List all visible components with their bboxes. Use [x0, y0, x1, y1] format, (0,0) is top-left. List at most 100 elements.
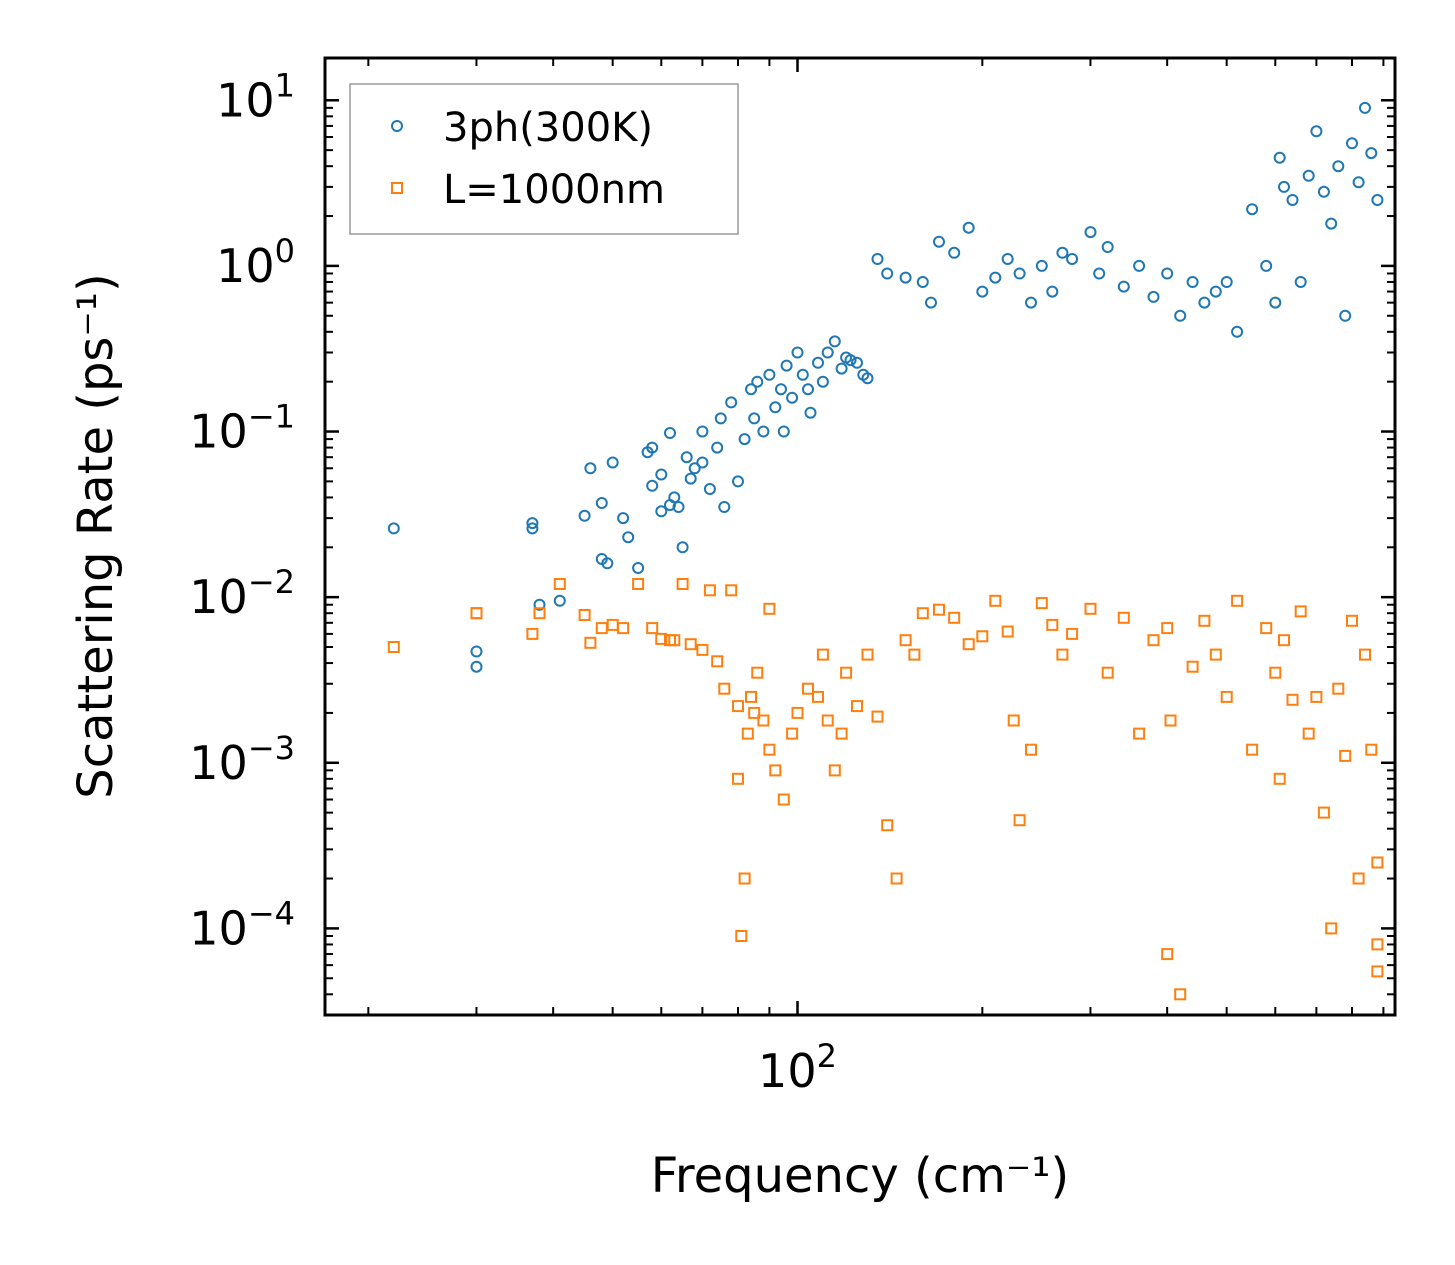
point-l1000nm [1161, 948, 1174, 961]
point-l1000nm [703, 584, 716, 597]
point-3ph [732, 475, 744, 488]
point-3ph [802, 383, 814, 396]
point-3ph [655, 468, 668, 481]
x-tick-label: 102 [758, 1037, 837, 1098]
point-3ph [584, 462, 597, 475]
point-l1000nm [1231, 594, 1244, 607]
point-3ph [714, 412, 727, 425]
y-axis-label: Scattering Rate (ps⁻¹) [68, 273, 124, 799]
point-3ph [738, 433, 751, 446]
point-l1000nm [578, 609, 591, 621]
point-l1000nm [1294, 605, 1307, 618]
point-l1000nm [751, 666, 764, 679]
point-3ph [617, 512, 630, 525]
point-3ph [745, 383, 757, 396]
point-l1000nm [1220, 690, 1233, 703]
point-3ph [595, 497, 608, 509]
point-3ph [1278, 180, 1290, 193]
point-l1000nm [791, 706, 804, 719]
legend-marker-l1000nm [391, 182, 403, 194]
point-3ph [696, 456, 709, 469]
point-3ph [1147, 290, 1160, 303]
point-3ph [1066, 253, 1079, 265]
point-3ph [751, 375, 764, 388]
point-3ph [1352, 176, 1365, 189]
point-l1000nm [1269, 666, 1282, 679]
point-3ph [387, 522, 400, 535]
point-3ph [688, 462, 701, 475]
point-l1000nm [916, 607, 929, 620]
point-l1000nm [1133, 727, 1146, 740]
point-l1000nm [1273, 772, 1286, 785]
point-3ph [1346, 137, 1358, 150]
point-l1000nm [835, 727, 848, 740]
point-l1000nm [1198, 614, 1211, 627]
point-l1000nm [732, 700, 744, 713]
tick-labels: 102 101 100 10−1 10−2 10−3 10−4 [189, 66, 837, 1098]
point-l1000nm [735, 930, 748, 942]
point-l1000nm [1246, 743, 1259, 756]
point-3ph [791, 346, 804, 359]
point-3ph [1056, 246, 1069, 259]
point-3ph [1302, 169, 1315, 182]
point-l1000nm [1317, 806, 1330, 819]
point-l1000nm [840, 666, 853, 679]
point-l1000nm [851, 700, 863, 713]
point-3ph [672, 501, 685, 513]
point-l1000nm [617, 622, 630, 635]
point-3ph [962, 221, 975, 234]
point-3ph [1093, 267, 1106, 280]
point-l1000nm [1365, 743, 1378, 756]
point-l1000nm [1352, 872, 1365, 885]
point-3ph [1325, 217, 1338, 230]
point-3ph [1286, 194, 1299, 206]
point-3ph [470, 660, 483, 673]
point-l1000nm [1025, 743, 1037, 756]
point-3ph [725, 396, 738, 409]
point-l1000nm [1359, 648, 1371, 661]
point-l1000nm [1346, 614, 1358, 627]
point-3ph [680, 451, 693, 464]
point-3ph [533, 598, 546, 611]
point-3ph [821, 346, 834, 359]
point-l1000nm [1339, 749, 1352, 762]
point-l1000nm [732, 772, 744, 785]
point-3ph [1001, 253, 1014, 265]
point-l1000nm [962, 638, 975, 651]
point-3ph [1339, 309, 1352, 322]
point-3ph [632, 562, 645, 574]
point-3ph [646, 479, 659, 492]
point-3ph [861, 372, 874, 385]
point-3ph [655, 505, 668, 518]
point-l1000nm [718, 682, 731, 695]
point-3ph [1310, 125, 1323, 138]
y-tick-label: 10−2 [189, 563, 295, 624]
point-3ph [718, 501, 731, 513]
point-3ph [881, 267, 894, 280]
point-3ph [1084, 226, 1097, 239]
point-3ph [1371, 194, 1384, 206]
point-3ph [1365, 147, 1378, 160]
point-3ph [844, 354, 857, 367]
point-3ph [1133, 259, 1146, 272]
point-3ph [526, 517, 539, 530]
point-3ph [622, 531, 635, 544]
point-3ph [1359, 101, 1371, 114]
y-tick-label: 101 [216, 66, 295, 127]
point-l1000nm [933, 603, 945, 616]
point-l1000nm [533, 607, 546, 620]
point-3ph [1161, 267, 1174, 280]
point-3ph [1117, 280, 1130, 293]
legend-marker-3ph [391, 120, 403, 132]
point-3ph [703, 483, 716, 495]
point-l1000nm [821, 714, 834, 727]
point-3ph [1046, 285, 1059, 298]
point-l1000nm [828, 764, 841, 777]
point-l1000nm [676, 578, 689, 590]
point-l1000nm [763, 602, 776, 615]
data-points [387, 101, 1384, 1001]
point-l1000nm [881, 819, 894, 832]
point-l1000nm [1286, 693, 1299, 706]
point-3ph [851, 356, 863, 369]
point-3ph [1260, 259, 1273, 272]
